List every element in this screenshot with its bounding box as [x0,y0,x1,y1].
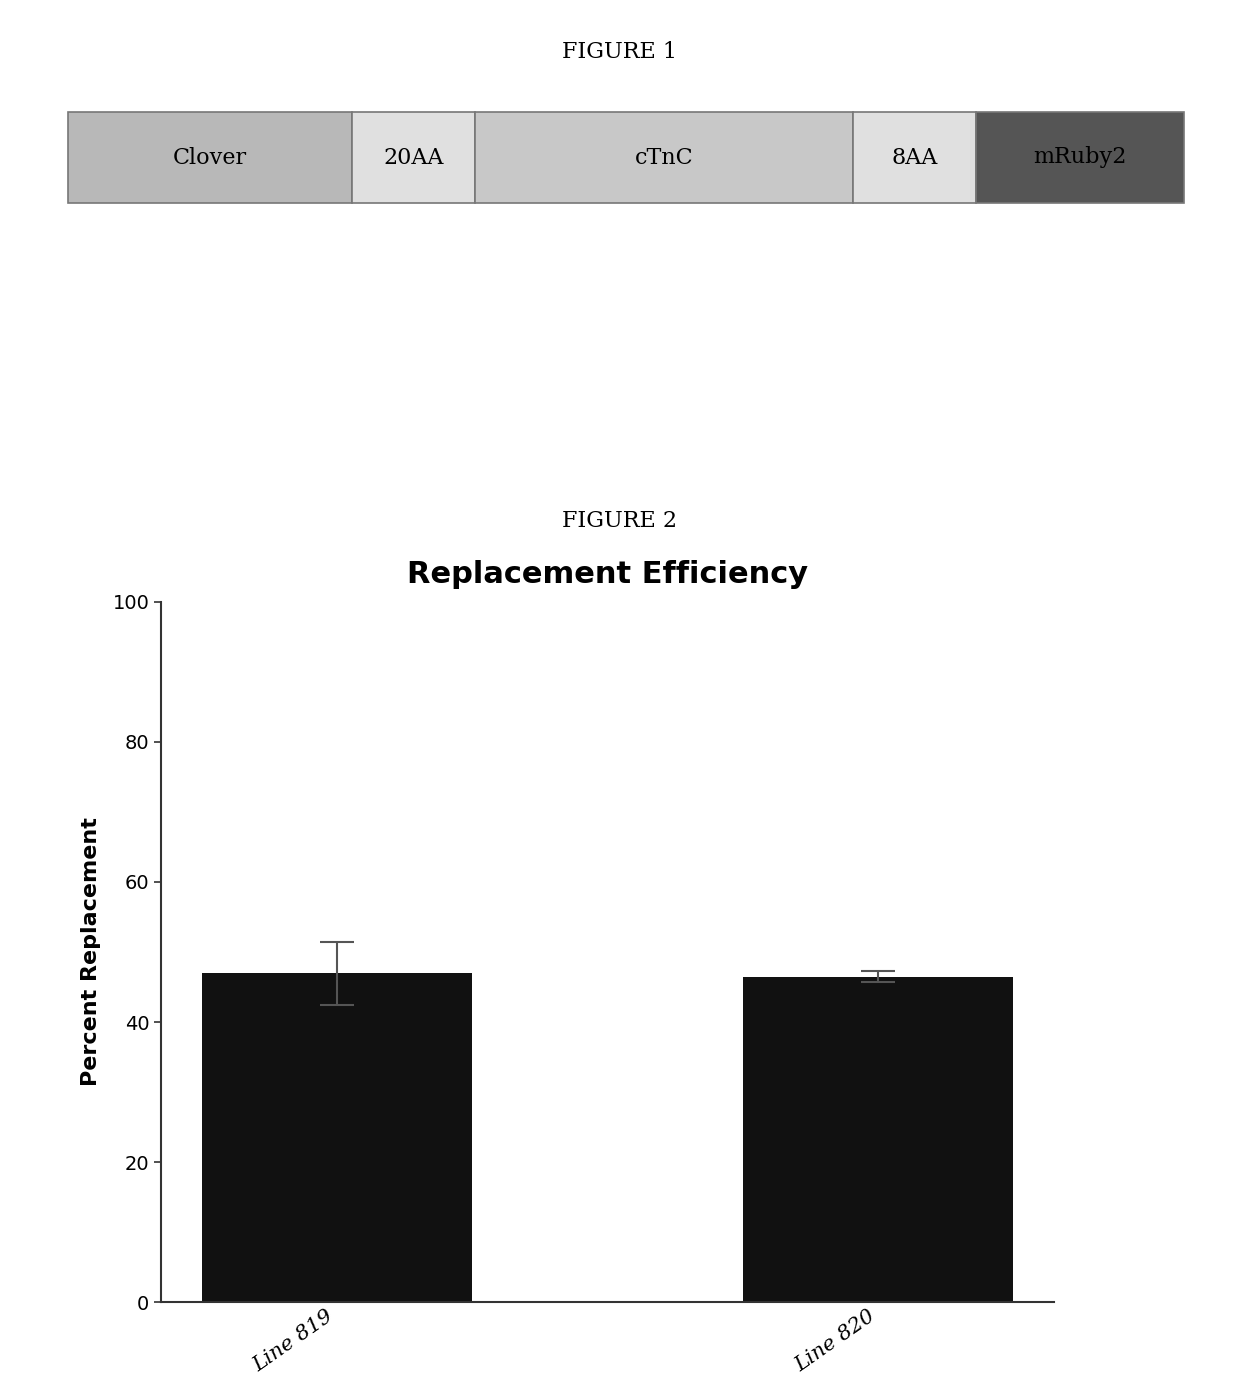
Text: FIGURE 1: FIGURE 1 [563,41,677,63]
Bar [68,112,352,203]
Bar [352,112,475,203]
Text: cTnC: cTnC [635,147,693,168]
Text: 8AA: 8AA [892,147,937,168]
Bar [743,977,1013,1302]
Bar [976,112,1184,203]
Bar [475,112,853,203]
Text: Clover: Clover [174,147,247,168]
Title: Replacement Efficiency: Replacement Efficiency [407,560,808,588]
Text: mRuby2: mRuby2 [1033,147,1127,168]
Bar [202,973,472,1302]
Bar [853,112,976,203]
Text: FIGURE 2: FIGURE 2 [563,510,677,532]
Y-axis label: Percent Replacement: Percent Replacement [82,818,102,1086]
Text: 20AA: 20AA [383,147,444,168]
